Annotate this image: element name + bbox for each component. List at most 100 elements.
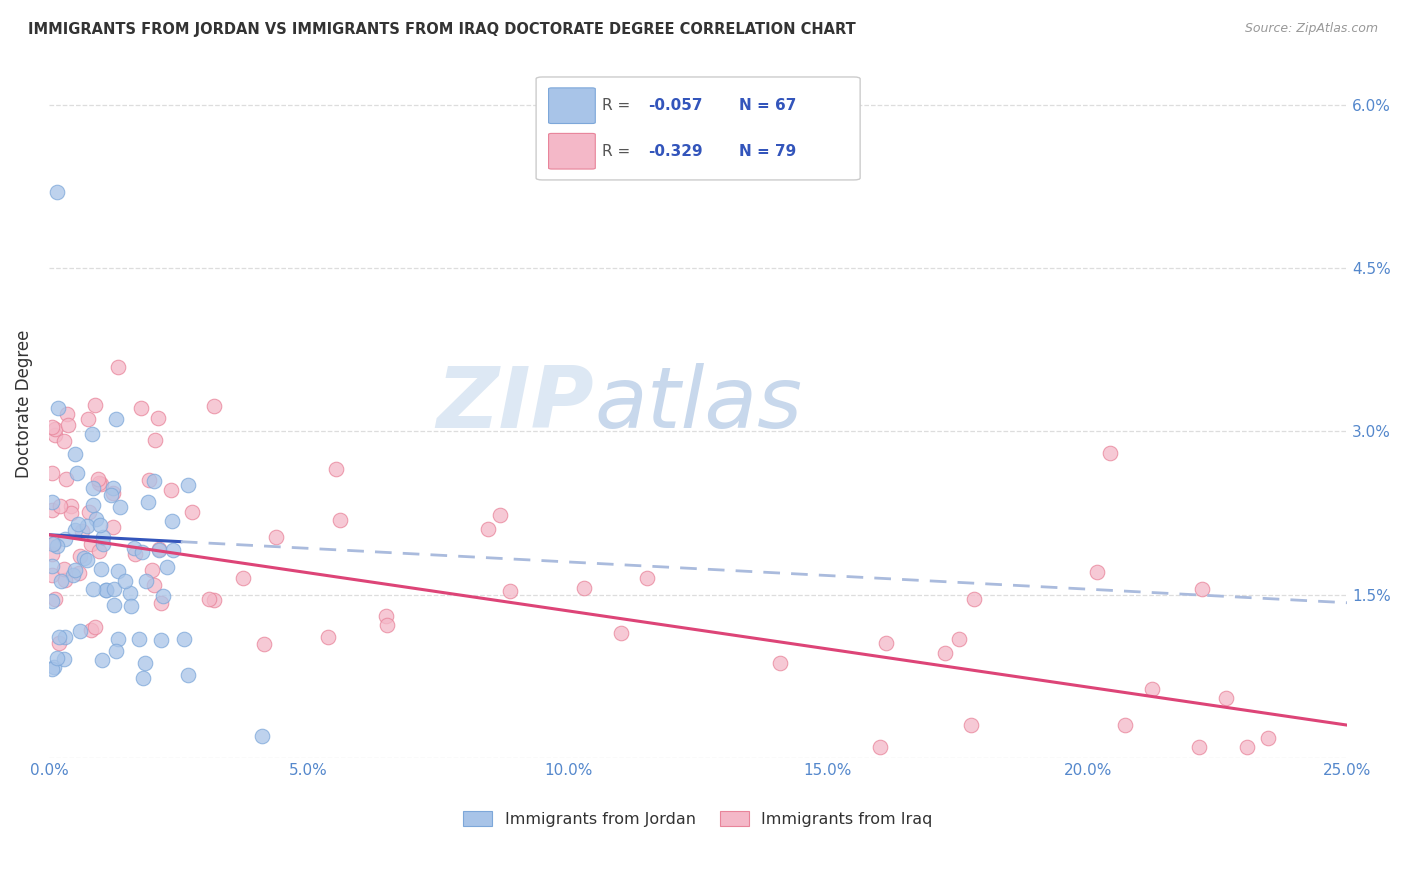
Text: ZIP: ZIP: [437, 363, 595, 446]
Point: [42, 536, 65, 550]
Point: [120, 586, 142, 600]
Point: [138, 473, 160, 487]
Point: [48, 631, 70, 645]
Point: [636, 571, 658, 585]
Point: [325, 462, 347, 476]
Point: [53, 532, 76, 546]
Point: [89, 517, 111, 532]
Point: [107, 359, 129, 374]
Point: [42, 660, 65, 674]
Point: [131, 672, 153, 686]
Point: [103, 582, 125, 596]
Point: [129, 401, 152, 415]
Point: [156, 560, 179, 574]
Point: [76, 553, 98, 567]
Point: [49, 499, 72, 513]
Point: [80, 536, 103, 550]
Point: [87, 544, 110, 558]
Point: [124, 548, 146, 562]
Point: [1085, 565, 1108, 579]
Point: [69, 549, 91, 564]
Point: [103, 598, 125, 612]
Point: [80, 624, 103, 638]
Point: [135, 574, 157, 588]
Point: [149, 633, 172, 648]
Point: [1191, 582, 1213, 596]
Point: [176, 478, 198, 492]
Point: [160, 515, 183, 529]
Point: [90, 561, 112, 575]
Point: [89, 475, 111, 490]
Point: [59, 499, 82, 513]
Point: [769, 656, 792, 670]
Point: [42, 537, 65, 551]
Point: [90, 476, 112, 491]
Point: [76, 519, 98, 533]
Point: [80, 426, 103, 441]
Point: [41, 494, 63, 508]
Y-axis label: Doctorate Degree: Doctorate Degree: [15, 330, 32, 478]
Point: [41, 558, 63, 573]
Point: [377, 618, 399, 632]
Point: [152, 589, 174, 603]
Point: [86, 472, 108, 486]
Point: [104, 412, 127, 426]
Point: [173, 632, 195, 646]
Point: [96, 583, 118, 598]
Point: [63, 523, 86, 537]
Point: [107, 632, 129, 646]
Point: [67, 566, 90, 581]
Point: [572, 582, 595, 596]
Point: [610, 625, 633, 640]
Point: [499, 583, 522, 598]
Point: [70, 524, 93, 538]
Point: [148, 541, 170, 556]
Point: [202, 592, 225, 607]
Point: [316, 630, 339, 644]
Point: [107, 564, 129, 578]
Point: [875, 636, 897, 650]
Point: [143, 475, 166, 489]
Legend: Immigrants from Jordan, Immigrants from Iraq: Immigrants from Jordan, Immigrants from …: [457, 805, 939, 833]
Point: [55, 472, 77, 486]
Point: [53, 574, 76, 588]
Point: [44, 428, 66, 442]
Point: [59, 506, 82, 520]
Point: [44, 591, 66, 606]
Point: [51, 574, 73, 588]
Point: [45, 539, 67, 553]
Point: [48, 401, 70, 416]
Point: [46, 650, 69, 665]
Point: [91, 652, 114, 666]
Point: [100, 488, 122, 502]
Point: [1114, 718, 1136, 732]
Point: [84, 619, 107, 633]
Point: [329, 513, 352, 527]
Point: [128, 632, 150, 646]
Point: [46, 185, 69, 199]
Point: [1188, 739, 1211, 754]
Point: [124, 541, 146, 556]
Point: [101, 486, 124, 500]
Text: atlas: atlas: [595, 363, 803, 446]
Point: [66, 467, 89, 481]
Point: [84, 398, 107, 412]
Point: [63, 447, 86, 461]
Point: [160, 483, 183, 498]
Point: [869, 739, 891, 754]
Point: [41, 547, 63, 561]
Point: [79, 505, 101, 519]
Point: [489, 508, 512, 522]
Point: [143, 433, 166, 447]
Point: [114, 574, 136, 588]
Point: [82, 498, 104, 512]
Point: [1236, 739, 1258, 754]
Point: [108, 500, 131, 514]
Point: [1142, 681, 1164, 696]
Point: [1257, 731, 1279, 745]
Point: [960, 718, 983, 732]
Point: [477, 522, 499, 536]
Point: [63, 563, 86, 577]
Point: [131, 545, 153, 559]
Point: [148, 542, 170, 557]
